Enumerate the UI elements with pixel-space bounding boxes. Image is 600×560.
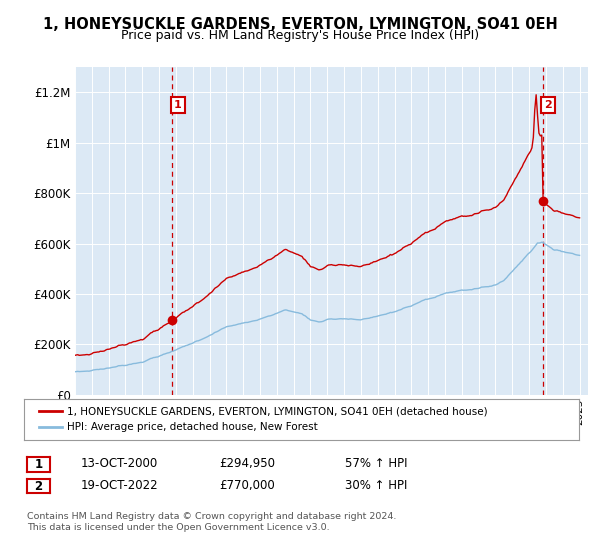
Text: Contains HM Land Registry data © Crown copyright and database right 2024.
This d: Contains HM Land Registry data © Crown c…	[27, 512, 397, 532]
Text: £294,950: £294,950	[219, 457, 275, 470]
Text: 1, HONEYSUCKLE GARDENS, EVERTON, LYMINGTON, SO41 0EH: 1, HONEYSUCKLE GARDENS, EVERTON, LYMINGT…	[43, 17, 557, 32]
Legend: 1, HONEYSUCKLE GARDENS, EVERTON, LYMINGTON, SO41 0EH (detached house), HPI: Aver: 1, HONEYSUCKLE GARDENS, EVERTON, LYMINGT…	[35, 403, 492, 436]
Text: 13-OCT-2000: 13-OCT-2000	[81, 457, 158, 470]
Text: 30% ↑ HPI: 30% ↑ HPI	[345, 479, 407, 492]
Text: 1: 1	[34, 458, 43, 471]
Text: 1: 1	[174, 100, 182, 110]
Text: 2: 2	[544, 100, 552, 110]
Text: 19-OCT-2022: 19-OCT-2022	[81, 479, 158, 492]
Text: 2: 2	[34, 479, 43, 493]
Text: Price paid vs. HM Land Registry's House Price Index (HPI): Price paid vs. HM Land Registry's House …	[121, 29, 479, 42]
Text: £770,000: £770,000	[219, 479, 275, 492]
Text: 57% ↑ HPI: 57% ↑ HPI	[345, 457, 407, 470]
